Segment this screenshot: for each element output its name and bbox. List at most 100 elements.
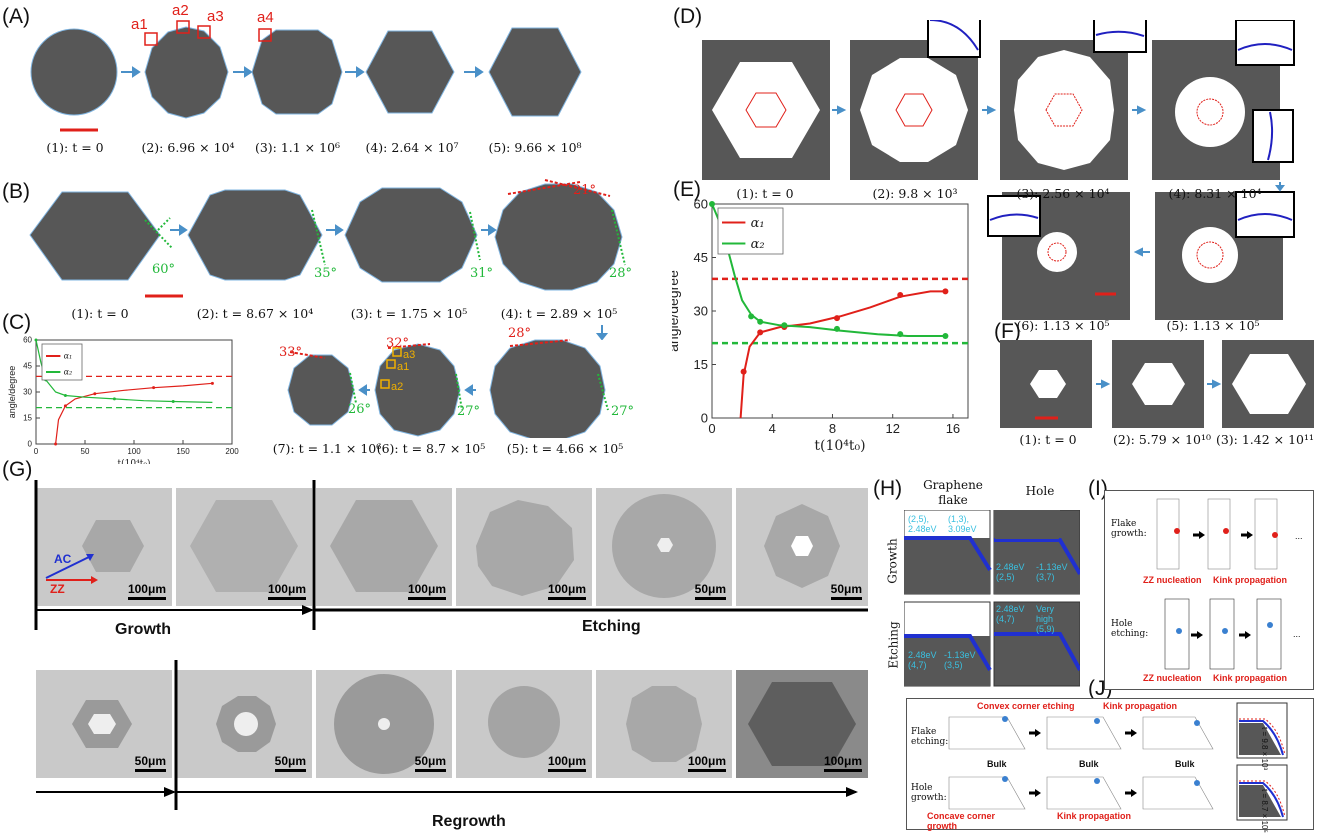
panel-label-e: (E) — [673, 178, 701, 201]
legend-box — [717, 207, 784, 255]
j-row-flake: Flake etching: — [911, 727, 949, 747]
sem-image: 50μm — [316, 670, 452, 778]
caption-b4: (4): t = 2.89 × 10⁵ — [500, 306, 618, 321]
angle-c7-green: 26° — [348, 402, 372, 417]
panel-g-arrows — [34, 480, 868, 630]
i-cap-zz-2: ZZ nucleation — [1143, 673, 1202, 683]
data-point — [833, 315, 840, 322]
j-row-hole: Hole growth: — [911, 783, 947, 803]
y-tick-label: 45 — [694, 250, 708, 265]
panel-a-shapes — [30, 20, 582, 132]
sem-image: 50μm — [596, 488, 732, 606]
caption-d6: (6): 1.13 × 10⁵ — [1016, 318, 1110, 333]
data-point — [897, 331, 904, 338]
caption-a5: (5): 9.66 × 10⁸ — [488, 140, 582, 155]
caption-b1: (1): t = 0 — [71, 306, 129, 321]
legend-label: α₂ — [64, 368, 73, 377]
sem-image: 100μm — [316, 488, 452, 606]
caption-c5: (5): t = 4.66 × 10⁵ — [506, 441, 624, 456]
x-axis-label: t(10⁴t₀) — [118, 458, 151, 464]
h-eh-a: 2.48eV (4,7) — [996, 604, 1025, 624]
shape-c7 — [287, 354, 355, 426]
h-col-flake: Graphene flake — [923, 478, 983, 507]
h-ef-a: 2.48eV (4,7) — [908, 650, 937, 670]
shape-c5 — [489, 339, 606, 438]
legend-box — [41, 343, 83, 381]
panel-label-g: (G) — [2, 458, 33, 481]
x-tick-label: 200 — [225, 447, 239, 456]
h-eh-b: Very high (5,9) — [1036, 604, 1055, 634]
panel-d-frames — [702, 20, 1295, 320]
x-tick-label: 150 — [176, 447, 190, 456]
y-tick-label: 30 — [23, 388, 32, 397]
y-tick-label: 45 — [23, 362, 32, 371]
data-point — [897, 291, 904, 298]
caption-d2: (2): 9.8 × 10³ — [872, 186, 958, 201]
i-ellipsis-bottom: ... — [1293, 629, 1301, 639]
legend-label: α₁ — [751, 216, 765, 231]
angle-c6-red: 32° — [386, 336, 410, 351]
sem-image: 50μm — [736, 488, 868, 606]
caption-a2: (2): 6.96 × 10⁴ — [141, 140, 235, 155]
angle-b4: 28° — [609, 266, 633, 281]
marker-a2: a2 — [172, 2, 189, 19]
panel-f-shapes — [1000, 340, 1314, 428]
stage-etching: Etching — [582, 618, 641, 635]
j-cap-concave: Concave corner growth — [927, 811, 996, 831]
shape-a4 — [365, 30, 455, 114]
y-tick-label: 60 — [23, 336, 32, 345]
stage-growth: Growth — [115, 621, 171, 638]
data-point — [942, 288, 949, 295]
x-tick-label: 8 — [829, 421, 836, 436]
data-point — [210, 381, 214, 385]
shape-b1 — [29, 191, 161, 281]
arrow-down-icon — [595, 325, 609, 340]
shape-a2 — [144, 26, 229, 119]
data-point — [709, 201, 715, 207]
marker-a1: a1 — [131, 16, 148, 33]
h-gf-b: (1,3), 3.09eV — [948, 514, 977, 534]
scale-bar-label: 100μm — [127, 582, 166, 600]
sem-row-top: AC ZZ 100μm 100μm 100μm 100μm 50μm 50μm — [36, 488, 868, 606]
x-tick-label: 4 — [769, 421, 776, 436]
axis-label-zz: ZZ — [50, 582, 65, 596]
x-tick-label: 0 — [708, 421, 715, 436]
caption-b2: (2): t = 8.67 × 10⁴ — [196, 306, 314, 321]
shape-a3 — [251, 29, 343, 115]
i-cap-kink-2: Kink propagation — [1213, 673, 1287, 683]
caption-f2: (2): 5.79 × 10¹⁰ — [1112, 432, 1212, 447]
caption-c6: (6): t = 8.7 × 10⁵ — [376, 441, 486, 456]
data-point — [63, 393, 67, 397]
angle-b2: 35° — [314, 266, 338, 281]
panel-h: Graphene flake Hole Growth Etching (2,5)… — [885, 478, 1080, 688]
marker-a3: a3 — [207, 8, 224, 25]
x-tick-label: 0 — [34, 447, 39, 456]
sem-image: 50μm — [36, 670, 172, 778]
panel-label-c: (C) — [2, 311, 32, 334]
x-tick-label: 100 — [127, 447, 141, 456]
j-bulk-1: Bulk — [987, 759, 1007, 769]
y-tick-label: 30 — [694, 303, 708, 318]
i-row-flake: Flake growth: — [1111, 519, 1147, 539]
panel-g-arrows-bottom — [36, 660, 858, 810]
h-gh-b: -1.13eV (3,7) — [1036, 562, 1068, 582]
data-point — [942, 332, 949, 339]
caption-a1: (1): t = 0 — [46, 140, 104, 155]
x-tick-label: 16 — [946, 421, 960, 436]
h-col-hole: Hole — [1025, 484, 1055, 498]
panel-label-d: (D) — [673, 5, 703, 28]
angle-b4-red: 21° — [573, 183, 597, 198]
i-cap-zz-1: ZZ nucleation — [1143, 575, 1202, 585]
panel-j: Flake etching: Hole growth: Convex corne… — [906, 698, 1314, 833]
h-ef-b: -1.13eV (3,5) — [944, 650, 976, 670]
angle-c7-red: 33° — [279, 345, 303, 360]
data-point — [781, 322, 788, 329]
legend-label: α₁ — [64, 352, 73, 361]
data-point — [34, 338, 38, 342]
marker-c-a1: a1 — [397, 361, 410, 373]
shape-a5 — [488, 27, 582, 117]
data-point — [757, 318, 764, 325]
h-row-growth: Growth — [885, 538, 900, 584]
shape-b4 — [494, 183, 623, 291]
marker-a4: a4 — [257, 9, 274, 26]
